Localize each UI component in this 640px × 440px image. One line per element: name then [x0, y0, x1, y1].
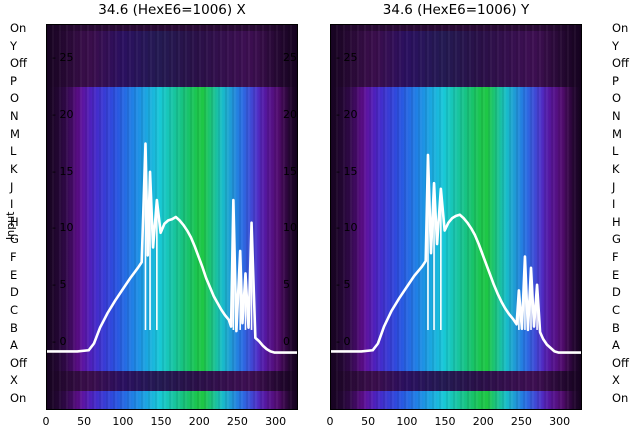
x-tick-x: 150 — [150, 415, 172, 428]
side-label-left: F — [10, 250, 17, 265]
side-label-right: F — [612, 250, 619, 265]
panel-title-y: 34.6 (HexE6=1006) Y — [382, 2, 530, 18]
side-label-left: E — [10, 267, 18, 282]
side-label-right: O — [612, 91, 622, 106]
x-tick-y: 100 — [396, 415, 418, 428]
y-tick-left-y: - 5 — [336, 278, 351, 292]
x-tick-x: 50 — [77, 415, 92, 428]
y-tick-left-x: - 25 — [52, 51, 74, 65]
x-tick-y: 200 — [472, 415, 494, 428]
side-label-left: N — [10, 109, 19, 124]
side-label-left: B — [10, 320, 18, 335]
side-label-right: Off — [612, 355, 629, 370]
x-tick-x: 200 — [188, 415, 210, 428]
side-label-left: Y — [10, 38, 18, 53]
x-tick-y: 0 — [326, 415, 334, 428]
x-tick-x: 300 — [265, 415, 287, 428]
side-label-left: H — [10, 214, 19, 229]
side-label-left: Off — [10, 56, 27, 71]
trace-line-y — [331, 25, 581, 409]
side-label-right: I — [612, 197, 616, 212]
side-label-left: K — [10, 161, 18, 176]
side-label-right: Y — [612, 38, 620, 53]
panel-title-x: 34.6 (HexE6=1006) X — [98, 2, 246, 18]
heatmap-image-x — [47, 25, 297, 409]
side-label-right: E — [612, 267, 620, 282]
side-label-left: On — [10, 21, 27, 35]
side-label-right: N — [612, 109, 621, 124]
x-tick-x: 0 — [42, 415, 50, 428]
side-label-left: D — [10, 285, 19, 300]
side-label-right: K — [612, 161, 620, 176]
side-label-left: On — [10, 391, 27, 405]
y-axis-label: Input — [4, 211, 17, 240]
x-tick-y: 250 — [510, 415, 532, 428]
x-tick-x: 250 — [226, 415, 248, 428]
side-label-right: H — [612, 214, 621, 229]
side-label-left: P — [10, 73, 17, 88]
y-tick-right-x: 0 — [283, 334, 290, 348]
y-tick-right-x: 25 — [283, 51, 297, 65]
y-tick-right-x: 5 — [283, 278, 290, 292]
side-label-left: G — [10, 232, 19, 247]
side-label-right: Off — [612, 56, 629, 71]
y-tick-right-x: 10 — [283, 221, 297, 235]
heatmap-panel-x — [46, 24, 298, 410]
side-label-left: A — [10, 338, 18, 353]
y-tick-left-x: - 20 — [52, 107, 74, 121]
heatmap-image-y — [331, 25, 581, 409]
side-label-right: L — [612, 144, 619, 159]
side-label-right: M — [612, 126, 622, 141]
x-tick-y: 300 — [549, 415, 571, 428]
side-label-right: G — [612, 232, 621, 247]
y-tick-left-y: - 25 — [336, 51, 358, 65]
side-label-left: X — [10, 373, 18, 388]
x-tick-x: 100 — [112, 415, 134, 428]
y-tick-left-y: - 20 — [336, 107, 358, 121]
y-tick-left-x: - 15 — [52, 164, 74, 178]
side-label-right: J — [612, 179, 616, 194]
side-label-right: On — [612, 391, 629, 405]
side-label-right: P — [612, 73, 619, 88]
y-tick-left-y: - 0 — [336, 334, 351, 348]
y-tick-left-x: - 5 — [52, 278, 67, 292]
side-label-left: L — [10, 144, 17, 159]
y-tick-left-x: - 0 — [52, 334, 67, 348]
side-label-left: I — [10, 197, 14, 212]
side-label-right: C — [612, 302, 621, 317]
y-tick-left-y: - 15 — [336, 164, 358, 178]
side-label-left: J — [10, 179, 14, 194]
y-tick-left-x: - 10 — [52, 221, 74, 235]
y-tick-left-y: - 10 — [336, 221, 358, 235]
x-tick-y: 50 — [361, 415, 376, 428]
side-label-right: A — [612, 338, 620, 353]
y-tick-right-x: 20 — [283, 107, 297, 121]
trace-line-x — [47, 25, 297, 409]
heatmap-edge-shade — [47, 25, 297, 409]
side-label-left: O — [10, 91, 20, 106]
side-label-right: D — [612, 285, 621, 300]
heatmap-stripes-x — [47, 25, 297, 409]
side-label-right: B — [612, 320, 620, 335]
side-label-left: C — [10, 302, 19, 317]
side-label-right: X — [612, 373, 620, 388]
side-label-right: On — [612, 21, 629, 35]
side-label-left: M — [10, 126, 20, 141]
y-tick-right-x: 15 — [283, 164, 297, 178]
heatmap-panel-y — [330, 24, 582, 410]
x-tick-y: 150 — [434, 415, 456, 428]
side-label-left: Off — [10, 355, 27, 370]
